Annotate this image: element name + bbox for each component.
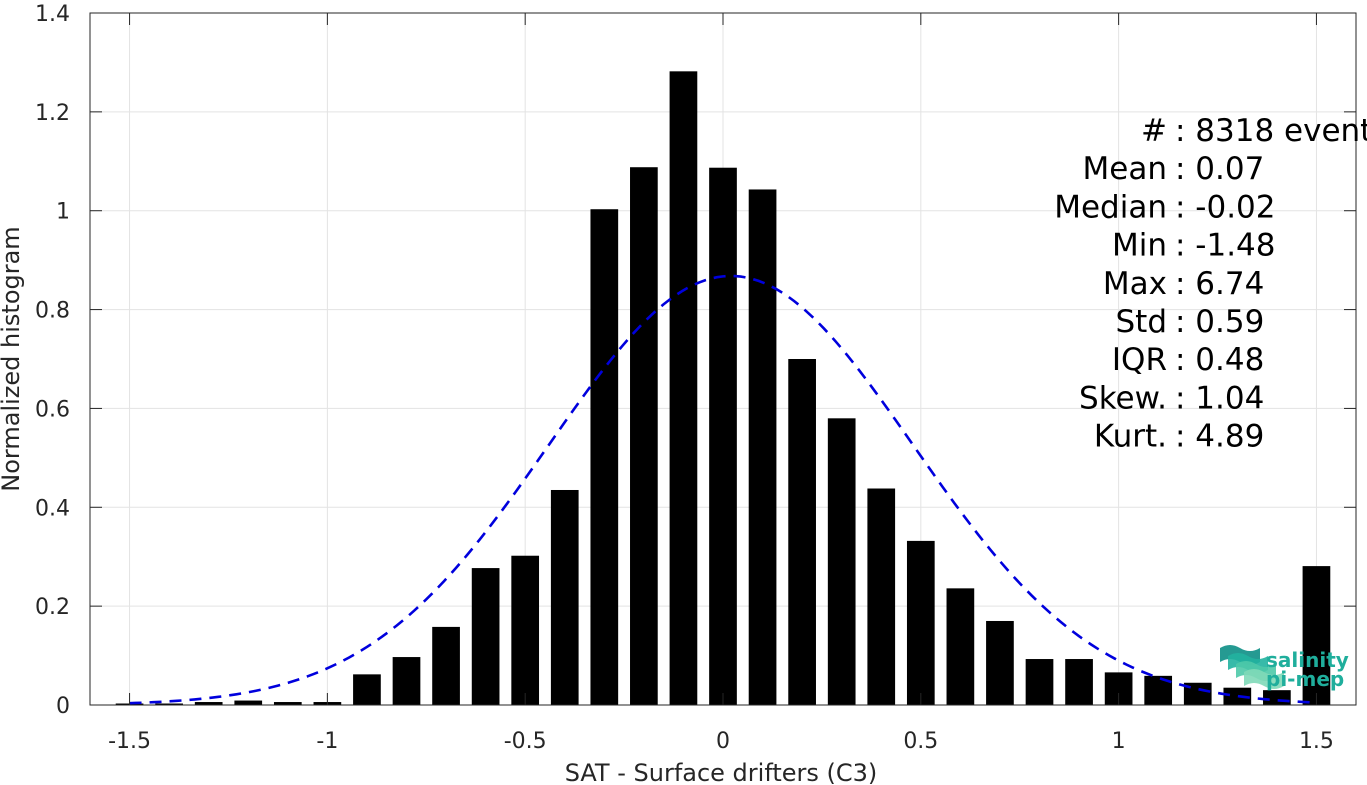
histogram-bar	[1065, 659, 1093, 705]
stats-line-label: Median	[1054, 189, 1167, 225]
histogram-bar	[1223, 687, 1252, 705]
histogram-bar	[1302, 566, 1331, 705]
y-axis-label: Normalized histogram	[0, 226, 25, 491]
stats-line-value: : 0.07	[1175, 151, 1264, 187]
logo-text-pimep: pi-mep	[1266, 667, 1344, 691]
histogram-bar	[194, 702, 223, 705]
y-tick-label: 0.2	[35, 595, 70, 620]
y-tick-label: 1	[56, 200, 70, 225]
x-tick-label: -1.5	[108, 729, 151, 754]
histogram-bar	[471, 568, 500, 705]
y-tick-label: 1.4	[35, 2, 70, 27]
stats-line-value: : 8318 events	[1175, 113, 1367, 149]
x-axis-label: SAT - Surface drifters (C3)	[565, 759, 878, 785]
axis-ticks	[90, 12, 1356, 706]
histogram-bar	[986, 620, 1014, 705]
stats-line-label: Min	[1112, 228, 1167, 264]
histogram-bar	[392, 657, 421, 705]
histogram-bar	[511, 555, 540, 705]
logo-text-salinity: salinity	[1266, 648, 1349, 672]
stats-line-value: : 4.89	[1175, 419, 1264, 455]
y-tick-label: 0.8	[35, 299, 70, 324]
stats-line-label: IQR	[1112, 342, 1167, 378]
histogram-bar	[709, 167, 737, 705]
histogram-bar	[273, 702, 302, 705]
histogram-bar	[432, 626, 460, 705]
histogram-bar	[669, 71, 698, 706]
histogram-bar	[155, 703, 183, 705]
stats-line-label: Kurt.	[1094, 419, 1167, 455]
gaussian-fit-curve	[129, 274, 1317, 705]
histogram-bar	[590, 209, 619, 705]
x-tick-label: -0.5	[504, 729, 547, 754]
y-tick-label: 0.4	[35, 496, 70, 521]
y-tick-label: 0.6	[35, 397, 70, 422]
histogram-bar	[1263, 690, 1291, 705]
salinity-pimep-logo: salinity pi-mep	[1220, 645, 1349, 691]
histogram-bar	[353, 674, 381, 705]
stats-line-label: Std	[1115, 304, 1167, 340]
stats-line-value: : 0.59	[1175, 304, 1264, 340]
x-tick-labels: -1.5 -1 -0.5 0 0.5 1 1.5	[108, 729, 1334, 754]
x-tick-label: 0.5	[903, 729, 938, 754]
y-tick-label: 1.2	[35, 101, 70, 126]
stats-line-value: : 0.48	[1175, 342, 1264, 378]
stats-line-label: #	[1141, 113, 1167, 149]
stats-line-value: : 1.04	[1175, 380, 1264, 416]
histogram-bar	[906, 540, 935, 705]
histogram-bar	[234, 700, 263, 705]
histogram-bar	[748, 189, 777, 705]
x-tick-label: 1	[1112, 729, 1126, 754]
histogram-bar	[1183, 682, 1212, 705]
histogram-bars	[115, 71, 1331, 706]
stats-line-value: : -1.48	[1175, 228, 1276, 264]
stats-line-label: Skew.	[1079, 380, 1167, 416]
logo-wave-shape	[1244, 669, 1284, 689]
histogram-bar	[550, 489, 579, 705]
stats-line-label: Max	[1103, 266, 1167, 302]
y-tick-label: 0	[56, 694, 70, 719]
histogram-bar	[788, 359, 816, 705]
x-tick-label: -1	[316, 729, 338, 754]
stats-line-value: : 6.74	[1175, 266, 1264, 302]
histogram-bar	[630, 167, 658, 705]
x-tick-label: 1.5	[1299, 729, 1334, 754]
logo-waves-icon	[1220, 645, 1284, 689]
y-tick-labels: 0 0.2 0.4 0.6 0.8 1 1.2 1.4	[35, 2, 70, 719]
x-tick-label: 0	[716, 729, 730, 754]
histogram-bar	[867, 488, 896, 705]
histogram-bar	[1025, 659, 1054, 705]
stats-line-label: Mean	[1083, 151, 1167, 187]
stats-line-value: : -0.02	[1175, 189, 1276, 225]
histogram-bar	[827, 418, 856, 705]
histogram-bar	[946, 588, 975, 705]
